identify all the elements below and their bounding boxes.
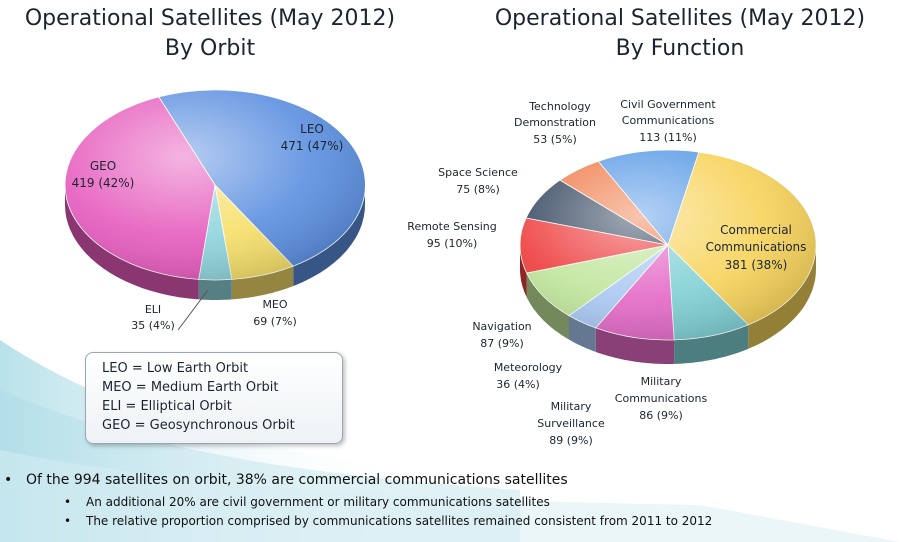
- chart-title-by-orbit: Operational Satellites (May 2012) By Orb…: [0, 4, 420, 64]
- slice-label-milcomm-line1: Military: [641, 375, 682, 388]
- slice-label-geo-value: 419 (42%): [72, 176, 135, 190]
- slice-label-civil-line2: Communications: [622, 114, 715, 127]
- slice-label-eli-name: ELI: [145, 303, 161, 316]
- slice-side-meo: [231, 266, 294, 300]
- slice-label-meo-name: MEO: [262, 298, 287, 311]
- slice-label-milsurv-line2: Surveillance: [537, 417, 605, 430]
- slice-label-civil-line1: Civil Government: [620, 98, 716, 111]
- chart-title-by-function: Operational Satellites (May 2012) By Fun…: [460, 4, 900, 64]
- legend-item-eli: ELI = Elliptical Orbit: [102, 399, 232, 414]
- slice-label-navigation-value: 87 (9%): [480, 337, 524, 350]
- slice-label-leo-value: 471 (47%): [281, 139, 344, 153]
- slice-label-milsurv-value: 89 (9%): [549, 434, 593, 447]
- slice-label-geo-name: GEO: [90, 159, 116, 173]
- bullet-main: • Of the 994 satellites on orbit, 38% are…: [4, 472, 568, 488]
- bullet-sub-2: • The relative proportion comprised by co…: [64, 514, 712, 528]
- slice-label-remote-name: Remote Sensing: [407, 220, 496, 233]
- slice-label-tech-line2: Demonstration: [514, 116, 596, 129]
- slice-label-meteorology-name: Meteorology: [494, 361, 563, 374]
- slice-label-milsurv-line1: Military: [551, 400, 592, 413]
- chart-subtitle-line: By Function: [615, 36, 745, 61]
- slice-side-meteorology: [569, 315, 596, 352]
- orbit-abbreviation-legend: LEO = Low Earth Orbit MEO = Medium Earth…: [85, 352, 343, 444]
- bullet-sub-1: • An additional 20% are civil government …: [64, 495, 550, 509]
- chart-subtitle-line: By Orbit: [164, 36, 256, 61]
- slice-label-commercial-line1: Commercial: [720, 223, 792, 237]
- pie-chart-by-function: [519, 149, 817, 364]
- chart-title-line: Operational Satellites (May 2012): [494, 6, 866, 31]
- chart-title-line: Operational Satellites (May 2012): [24, 6, 396, 31]
- bullet-sub-1-text: An additional 20% are civil government o…: [86, 495, 550, 509]
- pie-shine-overlay: [65, 90, 365, 280]
- slice-label-remote-value: 95 (10%): [427, 237, 478, 250]
- bullet-marker: •: [64, 514, 72, 528]
- slice-side-leo: [293, 183, 365, 287]
- pie-shine-overlay: [520, 150, 816, 340]
- bullet-marker: •: [4, 472, 13, 488]
- legend-item-leo: LEO = Low Earth Orbit: [102, 361, 249, 376]
- slice-label-meteorology-value: 36 (4%): [496, 378, 540, 391]
- eli-leader-line: [177, 289, 209, 331]
- slice-label-space-name: Space Science: [438, 166, 518, 179]
- slice-side-commercial-communications: [748, 244, 816, 349]
- legend-item-geo: GEO = Geosynchronous Orbit: [102, 418, 295, 433]
- slice-label-civil-value: 113 (11%): [639, 131, 697, 144]
- slice-label-leo-name: LEO: [300, 122, 324, 136]
- slice-label-milcomm-value: 86 (9%): [639, 409, 683, 422]
- slice-side-military-communications: [674, 324, 749, 364]
- slice-label-tech-value: 53 (5%): [533, 133, 577, 146]
- slice-label-eli-value: 35 (4%): [131, 319, 175, 332]
- pie-charts-canvas: LEO 471 (47%) GEO 419 (42%) ELI 35 (4%) …: [64, 89, 817, 447]
- bullet-sub-2-text: The relative proportion comprised by com…: [86, 514, 713, 528]
- slice-side-remote-sensing: [520, 244, 527, 297]
- pie-chart-by-orbit: [64, 89, 366, 300]
- slice-label-commercial-line2: Communications: [706, 240, 807, 254]
- slice-label-navigation-name: Navigation: [472, 320, 531, 333]
- slice-label-tech-line1: Technology: [528, 100, 591, 113]
- bullet-main-text: Of the 994 satellites on orbit, 38% are …: [26, 472, 568, 488]
- slice-label-milcomm-line2: Communications: [615, 392, 708, 405]
- bullet-marker: •: [64, 495, 72, 509]
- slice-label-meo-value: 69 (7%): [253, 315, 297, 328]
- slice-side-eli: [198, 279, 232, 300]
- legend-item-meo: MEO = Medium Earth Orbit: [102, 380, 279, 395]
- slice-side-geo: [65, 185, 199, 300]
- slice-side-military-surveillance: [595, 327, 675, 364]
- slice-label-space-value: 75 (8%): [456, 183, 500, 196]
- slice-label-commercial-value: 381 (38%): [725, 258, 788, 272]
